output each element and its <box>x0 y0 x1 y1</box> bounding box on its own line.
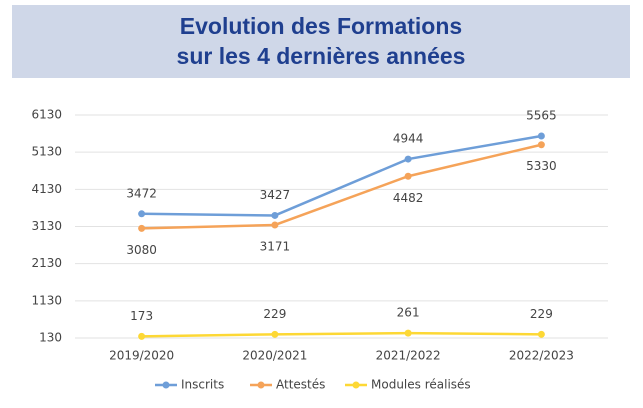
point <box>404 329 412 337</box>
point <box>404 172 412 180</box>
x-tick-label: 2019/2020 <box>109 349 174 363</box>
chart-title: Evolution des Formations <box>180 13 462 39</box>
title-banner <box>12 5 630 78</box>
point <box>537 141 545 149</box>
y-tick-label: 4130 <box>31 182 62 196</box>
y-tick-label: 130 <box>39 331 62 345</box>
line <box>141 134 542 217</box>
line <box>141 143 542 230</box>
point <box>404 155 412 163</box>
data-label: 3427 <box>260 188 291 202</box>
point <box>271 211 279 219</box>
legend-label: Modules réalisés <box>371 378 471 392</box>
point <box>138 332 146 340</box>
legend-label: Attestés <box>276 378 325 392</box>
point <box>537 330 545 338</box>
data-label: 261 <box>397 306 420 320</box>
y-tick-label: 6130 <box>31 108 62 122</box>
chart-title: sur les 4 dernières années <box>177 43 466 69</box>
line <box>141 331 542 338</box>
y-tick-label: 1130 <box>31 293 62 307</box>
point <box>138 210 146 218</box>
point <box>271 330 279 338</box>
data-label: 3080 <box>126 243 157 257</box>
data-label: 5330 <box>526 159 557 173</box>
x-tick-label: 2022/2023 <box>509 349 574 363</box>
data-label: 4944 <box>393 132 424 146</box>
point <box>537 132 545 140</box>
y-tick-label: 2130 <box>31 256 62 270</box>
legend-marker <box>162 381 170 389</box>
legend-marker <box>352 381 360 389</box>
legend-label: Inscrits <box>181 378 224 392</box>
y-tick-label: 3130 <box>31 219 62 233</box>
point <box>138 224 146 232</box>
data-label: 3472 <box>126 186 157 200</box>
data-label: 5565 <box>526 108 557 122</box>
legend-marker <box>257 381 265 389</box>
x-tick-label: 2021/2022 <box>376 349 441 363</box>
y-tick-label: 5130 <box>31 145 62 159</box>
x-tick-label: 2020/2021 <box>242 349 307 363</box>
data-label: 229 <box>263 307 286 321</box>
data-label: 3171 <box>260 239 291 253</box>
data-label: 229 <box>530 307 553 321</box>
data-label: 4482 <box>393 191 424 205</box>
point <box>271 221 279 229</box>
data-label: 173 <box>130 309 153 323</box>
